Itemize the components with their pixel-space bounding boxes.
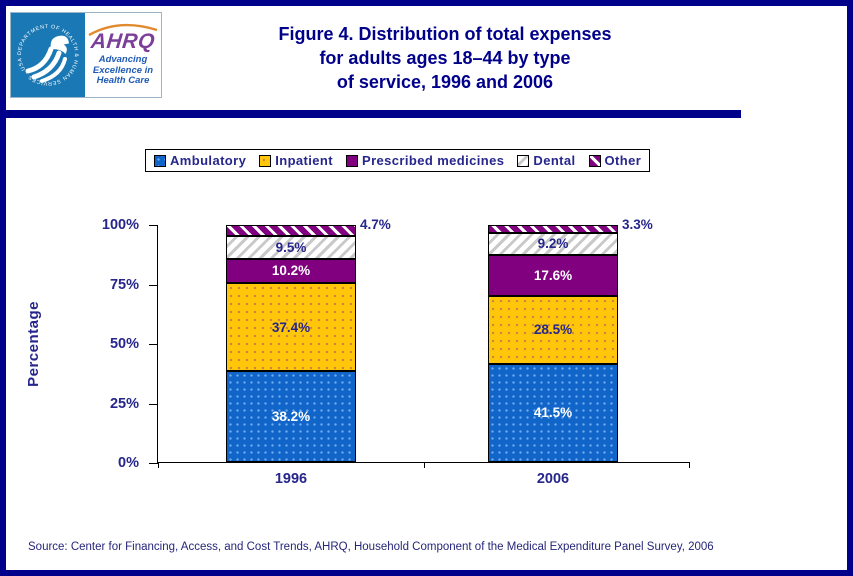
ahrq-hhs-logo: DEPARTMENT OF HEALTH & HUMAN SERVICES · …: [10, 12, 162, 98]
bar-1996: 38.2% 37.4% 10.2% 9.5%: [226, 225, 356, 462]
segment-label-inpatient-1996: 37.4%: [271, 319, 311, 335]
segment-label-dental-2006: 9.2%: [537, 236, 569, 252]
ahrq-arc-icon: [88, 23, 158, 37]
hhs-seal: DEPARTMENT OF HEALTH & HUMAN SERVICES · …: [11, 13, 85, 97]
legend-swatch-ambulatory-icon: [154, 154, 166, 167]
segment-label-prescribed-medicines-2006: 17.6%: [533, 267, 573, 283]
legend-label-inpatient: Inpatient: [275, 153, 333, 168]
y-tick-label-50-: 50%: [109, 336, 139, 352]
segment-label-prescribed-medicines-1996: 10.2%: [271, 263, 311, 279]
x-category-label-2006: 2006: [536, 471, 570, 487]
legend-swatch-dental-icon: [517, 154, 530, 167]
outside-label-other-2006: 3.3%: [622, 217, 653, 232]
legend-swatch-inpatient-icon: [259, 154, 272, 167]
x-category-label-1996: 1996: [274, 471, 308, 487]
figure-title: Figure 4. Distribution of total expenses…: [220, 22, 670, 94]
y-tick-mark: [149, 344, 158, 345]
ahrq-logo: AHRQ Advancing Excellence in Health Care: [85, 13, 161, 97]
y-tick-mark: [149, 463, 158, 464]
plot-area: 38.2% 37.4% 10.2% 9.5% 4.7% 1996 41.5% 28.5% 17.…: [149, 217, 690, 487]
source-note: Source: Center for Financing, Access, an…: [28, 541, 714, 553]
outside-label-other-1996: 4.7%: [360, 217, 391, 232]
y-tick-mark: [149, 225, 158, 226]
legend-label-ambulatory: Ambulatory: [170, 153, 247, 168]
legend-swatch-prescribed-medicines-icon: [346, 154, 358, 167]
segment-label-ambulatory-1996: 38.2%: [271, 409, 311, 425]
bar-2006-segment-prescribed-medicines: 17.6%: [488, 254, 618, 297]
tagline-line: Advancing: [98, 54, 148, 66]
figure-title-line2: for adults ages 18–44 by type: [319, 48, 571, 68]
tagline-line: Excellence in: [92, 64, 154, 76]
y-tick-label-75-: 75%: [109, 276, 139, 293]
x-tick-mark: [158, 462, 159, 468]
bar-1996-segment-prescribed-medicines: 10.2%: [226, 258, 356, 283]
ahrq-tagline: Advancing Excellence in Health Care: [92, 54, 154, 87]
y-tick-mark: [149, 403, 158, 405]
legend-item-prescribed-medicines: Prescribed medicines: [346, 153, 504, 168]
bar-1996-segment-inpatient: 37.4%: [226, 282, 356, 372]
bar-2006-segment-other: [488, 224, 618, 233]
y-tick-mark: [149, 284, 158, 286]
legend-label-prescribed-medicines: Prescribed medicines: [362, 153, 505, 168]
legend-swatch-other-icon: [588, 154, 601, 167]
legend-label-other: Other: [604, 153, 642, 168]
legend-item-dental: Dental: [517, 153, 575, 168]
y-tick-label-25-: 25%: [109, 395, 139, 412]
y-tick-label-0-: 0%: [118, 455, 139, 471]
header-divider-rule: [6, 110, 741, 118]
segment-label-ambulatory-2006: 41.5%: [533, 405, 573, 421]
y-axis-title: Percentage: [24, 301, 42, 387]
y-axis-tick-labels: 100% 75% 50% 25% 0%: [91, 217, 145, 471]
ahrq-wordmark: AHRQ: [89, 30, 157, 54]
legend-item-inpatient: Inpatient: [259, 153, 333, 168]
legend-item-other: Other: [588, 153, 642, 168]
bar-1996-segment-ambulatory: 38.2%: [226, 371, 356, 462]
legend-item-ambulatory: Ambulatory: [154, 153, 246, 168]
bar-2006-segment-dental: 9.2%: [488, 232, 618, 255]
segment-label-inpatient-2006: 28.5%: [533, 322, 573, 338]
x-tick-mark: [689, 462, 690, 468]
tagline-line: Health Care: [96, 75, 150, 87]
segment-label-dental-1996: 9.5%: [275, 239, 307, 255]
figure-title-line1: Figure 4. Distribution of total expenses: [278, 24, 612, 44]
y-tick-label-100-: 100%: [101, 217, 139, 233]
bar-2006: 41.5% 28.5% 17.6% 9.2%: [488, 224, 618, 462]
x-tick-mark: [424, 462, 425, 468]
figure-title-line3: of service, 1996 and 2006: [336, 72, 554, 92]
y-axis-title-wrap: Percentage: [20, 225, 46, 463]
legend: Ambulatory Inpatient Prescribed medicines D…: [145, 149, 651, 172]
bar-2006-segment-inpatient: 28.5%: [488, 296, 618, 364]
bar-1996-segment-dental: 9.5%: [226, 236, 356, 259]
bar-1996-segment-other: [226, 225, 356, 237]
legend-label-dental: Dental: [533, 153, 576, 168]
hhs-eagle-icon: DEPARTMENT OF HEALTH & HUMAN SERVICES · …: [17, 24, 78, 86]
bar-2006-segment-ambulatory: 41.5%: [488, 363, 618, 462]
